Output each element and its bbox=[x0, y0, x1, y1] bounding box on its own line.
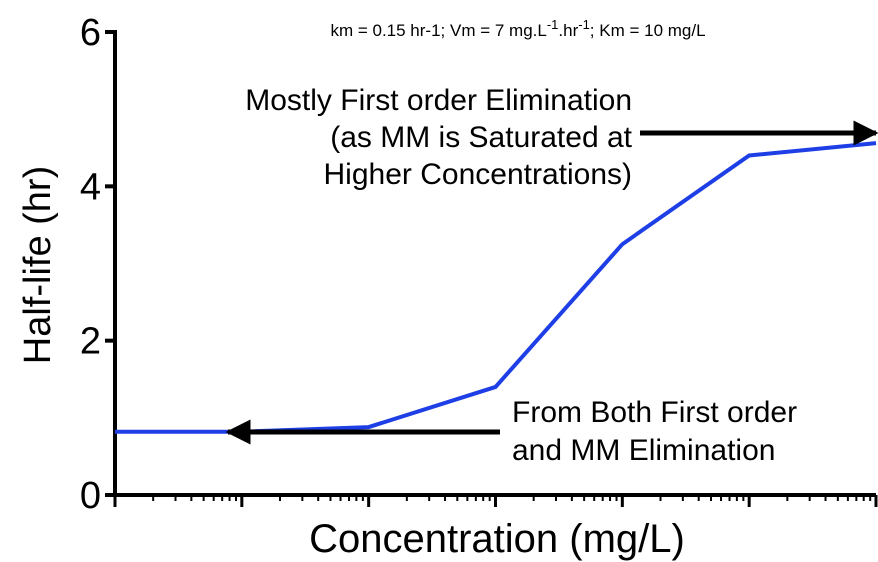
annotation-text: Higher Concentrations) bbox=[324, 158, 632, 191]
y-tick-label: 0 bbox=[80, 475, 101, 517]
annotation-text: (as MM is Saturated at bbox=[330, 121, 632, 154]
y-tick-label: 4 bbox=[80, 166, 101, 208]
y-tick-label: 2 bbox=[80, 321, 101, 363]
subtitle-part: .hr bbox=[558, 21, 578, 40]
x-axis-label: Concentration (mg/L) bbox=[309, 517, 685, 561]
annotation-text: Mostly First order Elimination bbox=[245, 84, 632, 117]
subtitle-superscript: -1 bbox=[547, 17, 559, 32]
subtitle: km = 0.15 hr-1; Vm = 7 mg.L-1.hr-1; Km =… bbox=[330, 17, 705, 40]
subtitle-part: ; Km = 10 mg/L bbox=[590, 21, 706, 40]
annotation-text: From Both First order bbox=[512, 396, 797, 429]
subtitle-superscript: -1 bbox=[578, 17, 590, 32]
subtitle-part: km = 0.15 hr-1; Vm = 7 mg.L bbox=[330, 21, 546, 40]
y-tick-label: 6 bbox=[80, 12, 101, 54]
annotation-text: and MM Elimination bbox=[512, 434, 775, 467]
y-axis-label: Half-life (hr) bbox=[17, 166, 59, 364]
